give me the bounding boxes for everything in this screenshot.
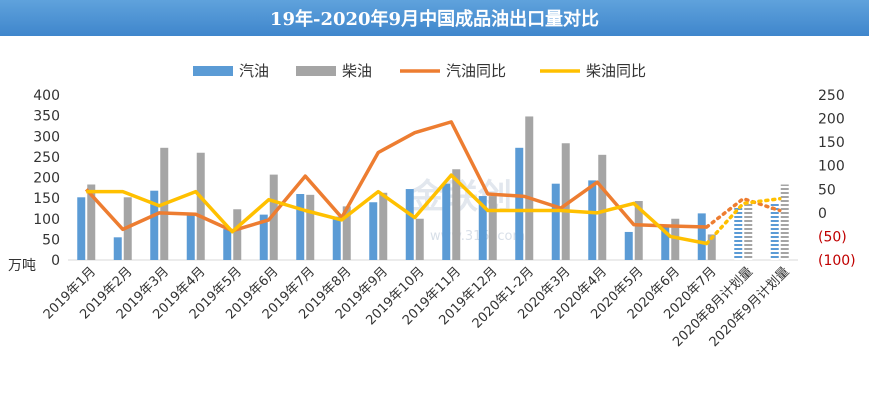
bar-gasoline bbox=[661, 227, 670, 260]
bar-diesel bbox=[780, 184, 789, 260]
gasoline-yoy-line-planned bbox=[705, 196, 782, 229]
bar-diesel bbox=[525, 116, 534, 260]
bar-gasoline bbox=[770, 202, 779, 260]
bar-diesel bbox=[744, 202, 753, 260]
bar-gasoline bbox=[113, 237, 122, 260]
left-axis-tick: 150 bbox=[33, 191, 60, 207]
diesel-yoy-line bbox=[86, 173, 708, 246]
bar-diesel bbox=[379, 192, 388, 260]
left-axis-tick: 350 bbox=[33, 109, 60, 125]
bar-diesel bbox=[452, 169, 461, 260]
bar-diesel bbox=[415, 218, 424, 260]
right-axis-tick: 200 bbox=[818, 112, 845, 128]
bar-gasoline bbox=[442, 183, 451, 260]
bar-gasoline bbox=[588, 180, 597, 260]
left-axis-tick: 100 bbox=[33, 212, 60, 228]
bar-diesel bbox=[87, 184, 96, 260]
bar-diesel bbox=[598, 154, 607, 260]
bar-gasoline bbox=[515, 147, 524, 260]
bar-diesel bbox=[634, 201, 643, 260]
bar-gasoline bbox=[551, 183, 560, 260]
bar-gasoline bbox=[734, 206, 743, 260]
right-axis-tick: 50 bbox=[818, 182, 836, 198]
bar-gasoline bbox=[77, 197, 86, 260]
left-axis-tick: 200 bbox=[33, 171, 60, 187]
right-axis-tick: (100) bbox=[818, 253, 856, 269]
right-axis-tick: 150 bbox=[818, 135, 845, 151]
left-axis-unit: 万吨 bbox=[8, 258, 36, 274]
bar-diesel bbox=[671, 218, 680, 260]
chart-title: 19年-2020年9月中国成品油出口量对比 bbox=[0, 0, 869, 36]
bar-gasoline bbox=[405, 189, 414, 260]
bar-diesel bbox=[488, 196, 497, 260]
bar-gasoline bbox=[223, 229, 232, 260]
legend-label: 柴油同比 bbox=[586, 62, 646, 80]
left-axis-tick: 0 bbox=[51, 253, 60, 269]
legend-label: 汽油 bbox=[239, 62, 269, 80]
bar-diesel bbox=[342, 206, 351, 260]
bar-diesel bbox=[306, 194, 315, 260]
gasoline-yoy-line bbox=[84, 120, 707, 233]
right-axis-tick: 0 bbox=[818, 206, 827, 222]
bar-gasoline bbox=[296, 194, 305, 260]
legend-swatch bbox=[296, 66, 336, 76]
bar-gasoline bbox=[478, 196, 487, 260]
left-axis-tick: 400 bbox=[33, 88, 60, 104]
bar-diesel bbox=[233, 209, 242, 260]
bar-diesel bbox=[707, 234, 716, 260]
bar-gasoline bbox=[369, 202, 378, 260]
bar-gasoline bbox=[150, 190, 159, 260]
bar-diesel bbox=[196, 152, 205, 260]
left-axis-tick: 50 bbox=[42, 232, 60, 248]
right-axis-tick: 250 bbox=[818, 88, 845, 104]
bar-gasoline bbox=[697, 213, 706, 260]
bar-diesel bbox=[269, 174, 278, 260]
right-axis-tick: (50) bbox=[818, 229, 847, 245]
bar-gasoline bbox=[332, 216, 341, 260]
legend-label: 柴油 bbox=[342, 62, 372, 80]
bar-diesel bbox=[561, 143, 570, 260]
bar-gasoline bbox=[259, 214, 268, 260]
left-axis-tick: 300 bbox=[33, 129, 60, 145]
right-axis-tick: 100 bbox=[818, 159, 845, 175]
left-axis-tick: 250 bbox=[33, 150, 60, 166]
bar-gasoline bbox=[624, 231, 633, 260]
legend-swatch bbox=[193, 66, 233, 76]
diesel-yoy-line-planned bbox=[705, 196, 782, 246]
legend-label: 汽油同比 bbox=[446, 62, 506, 80]
bar-gasoline bbox=[186, 213, 195, 260]
